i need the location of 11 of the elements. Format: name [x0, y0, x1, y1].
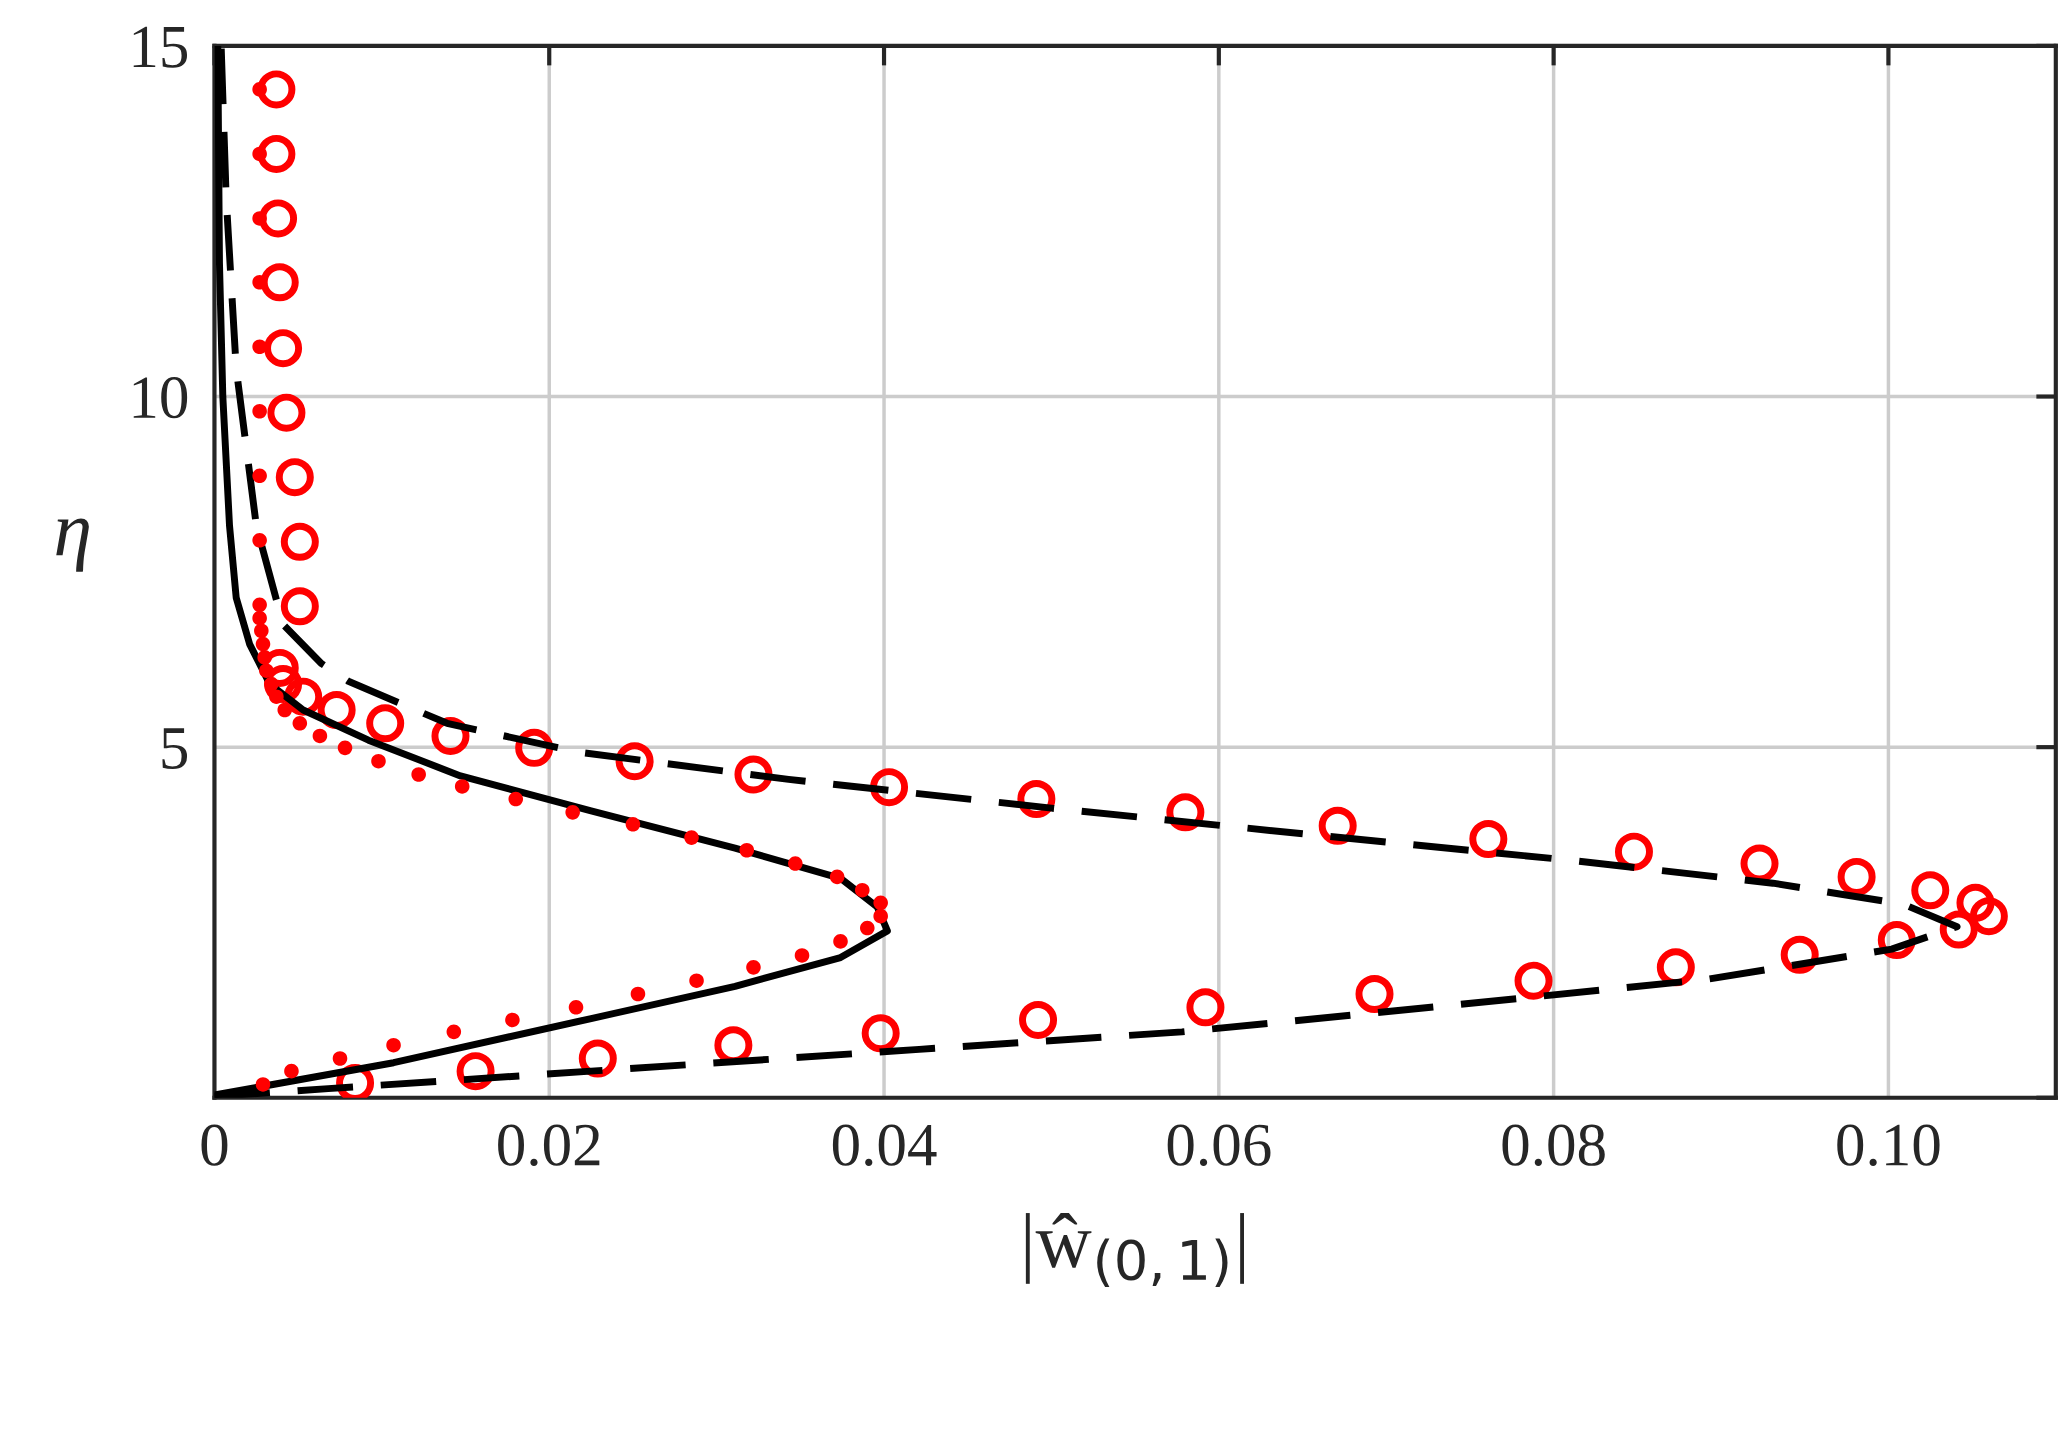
- y-tick-label: 5: [162, 728, 188, 769]
- x-tick-label: 0.08: [1502, 1124, 1605, 1167]
- y-axis-title: η: [56, 518, 89, 572]
- x-tick-label: 0.04: [832, 1124, 937, 1167]
- x-tick-label: 0: [201, 1124, 228, 1166]
- y-tick-label: 10: [133, 377, 188, 419]
- x-tick-label: 0.02: [498, 1124, 600, 1167]
- x-tick-label: 0.06: [1167, 1124, 1271, 1167]
- x-tick-label: 0.10: [1837, 1124, 1940, 1167]
- y-tick-label: 15: [133, 26, 188, 68]
- x-axis-title: |ŵ$_{(0,1)}$|: [1025, 1212, 1245, 1287]
